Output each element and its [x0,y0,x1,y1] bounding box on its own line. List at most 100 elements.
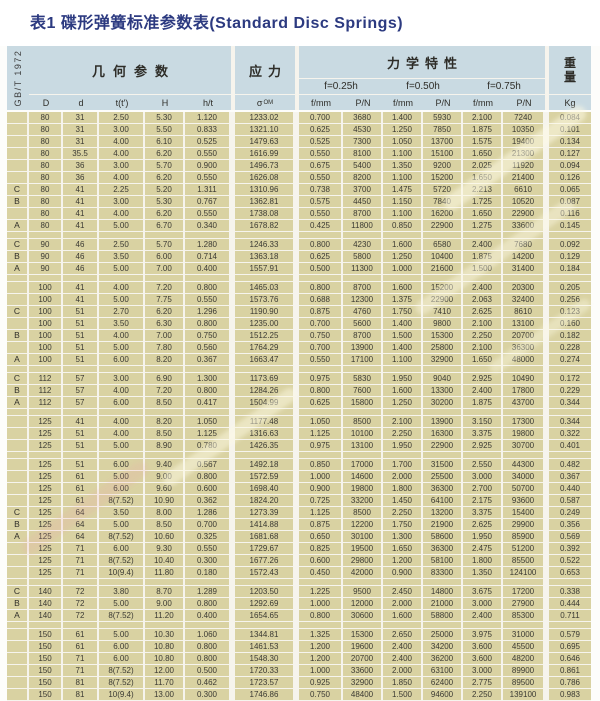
cell: 4.00 [99,136,145,147]
cell [235,452,295,458]
cell: 0.695 [549,641,591,652]
cell: 71 [63,555,99,566]
cell-type-code [7,495,29,506]
cell: 72 [63,586,99,597]
cell: 41 [63,282,99,293]
cell-type-code [7,555,29,566]
cell-type-code [7,160,29,171]
cell [383,275,423,281]
cell-type-code [7,483,29,494]
cell: 2.400 [383,641,423,652]
cell: 1678.82 [235,220,295,231]
cell: 80 [29,196,63,207]
cell: 2.175 [463,495,503,506]
cell: 44300 [503,459,545,470]
cell: 6.00 [99,483,145,494]
cell: 64 [63,507,99,518]
cell [299,232,343,238]
table-header: GB/T 1972 几何参数 应力 力学特性 f=0.25h f=0.50h f… [7,46,591,110]
cell: 0.767 [185,196,231,207]
cell: 0.094 [549,160,591,171]
cell: 0.367 [549,471,591,482]
table-row: 125 61 5.00 9.00 0.800 1572.59 1.000 14600 2.000… [7,471,591,482]
cell: 125 [29,471,63,482]
cell: 12000 [343,598,383,609]
cell: 1.950 [463,531,503,542]
cell: 1.950 [383,440,423,451]
cell-type-code [7,318,29,329]
cell [185,366,231,372]
cell: 13.00 [145,689,185,700]
cell: 0.092 [549,239,591,250]
cell: 7.20 [145,385,185,396]
cell: 1.650 [463,148,503,159]
cell: 0.550 [299,172,343,183]
cell: 8700 [343,282,383,293]
cell [29,452,63,458]
cell: 1.875 [463,251,503,262]
cell: 8200 [343,172,383,183]
cell [503,579,545,585]
cell [299,366,343,372]
table-row: B 80 41 3.00 5.30 0.767 1362.81 0.575 4450 1.150 7… [7,196,591,207]
cell: 25500 [423,471,463,482]
cell-type-code [7,543,29,554]
cell: 2.400 [463,282,503,293]
cell: 100 [29,318,63,329]
cell: 140 [29,610,63,621]
cell: 8.50 [145,519,185,530]
cell: 5930 [423,112,463,123]
cell: 1.275 [463,220,503,231]
cell [343,232,383,238]
table-row: 150 81 10(9.4) 13.00 0.300 1746.86 0.750 48400 1… [7,689,591,700]
cell [63,232,99,238]
table-row: C 100 51 2.70 6.20 1.296 1190.90 0.875 4760 1.750… [7,306,591,317]
cell-type-code [7,136,29,147]
cell: 1.100 [383,148,423,159]
cell: 29900 [503,519,545,530]
cell-type-code [7,665,29,676]
cell-type-code: C [7,306,29,317]
cell: 125 [29,531,63,542]
cell: 7680 [503,239,545,250]
header-geometry: 几何参数 [29,46,231,95]
cell: 0.362 [185,495,231,506]
cell: 10(9.4) [99,689,145,700]
cell: 10100 [343,428,383,439]
cell: 8(7.52) [99,665,145,676]
cell: 10.30 [145,629,185,640]
cell [235,275,295,281]
cell [423,275,463,281]
cell: 2.50 [99,239,145,250]
cell [99,579,145,585]
cell: 150 [29,653,63,664]
cell: 61 [63,629,99,640]
cell: 0.123 [549,306,591,317]
cell: 0.172 [549,373,591,384]
column-separator [295,46,299,110]
cell: 20700 [343,653,383,664]
cell: 8700 [343,330,383,341]
cell: 31 [63,124,99,135]
cell: 1746.86 [235,689,295,700]
cell-type-code: B [7,519,29,530]
cell: 0.875 [299,519,343,530]
cell: 100 [29,306,63,317]
table-row: 100 41 5.00 7.75 0.550 1573.76 0.688 12300 1.375… [7,294,591,305]
cell: 0.444 [549,598,591,609]
cell [423,622,463,628]
cell-type-code [7,629,29,640]
cell-type-code: B [7,598,29,609]
cell-type-code: C [7,239,29,250]
cell: 81 [63,677,99,688]
header-deflection-075: f=0.75h [463,79,545,95]
cell: 0.700 [185,519,231,530]
table-row: A 80 41 5.00 6.70 0.340 1678.82 0.425 11800 0.850… [7,220,591,231]
cell: 80 [29,160,63,171]
cell: 4.00 [99,385,145,396]
cell: 1.296 [185,306,231,317]
cell: 25800 [423,342,463,353]
cell [299,275,343,281]
cell: 13900 [343,342,383,353]
cell-type-code: B [7,251,29,262]
